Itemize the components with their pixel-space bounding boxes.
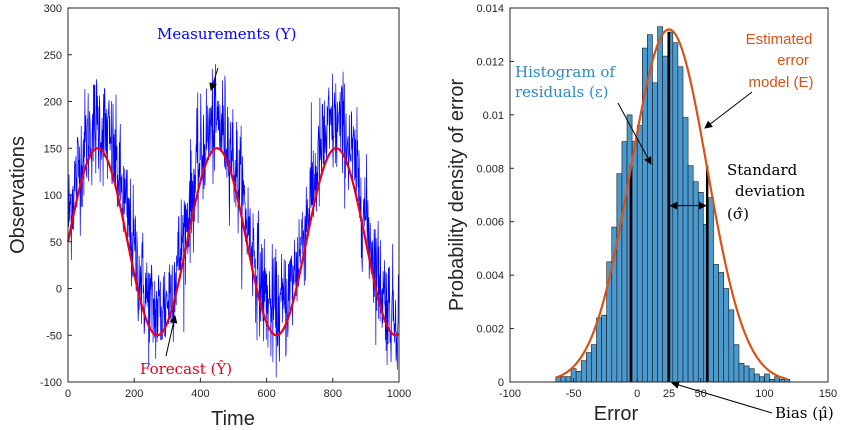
right-y-tick-label: 0 [498,377,504,389]
left-y-tick-label: 0 [56,284,62,296]
histogram-bar [759,376,765,383]
left-y-tick-label: 150 [44,143,62,155]
left-x-tick-label: 0 [65,388,71,400]
right-x-tick-label: 100 [755,388,773,400]
right-y-tick-label: 0.01 [483,110,504,122]
histogram-annotation-line2: residuals (ε) [515,83,609,101]
right-x-tick-label: 25 [663,388,675,400]
right-y-tick-label: 0.004 [476,270,504,282]
histogram-bar [687,165,694,383]
left-axes-box [67,7,400,383]
right-x-tick-label: 150 [819,388,837,400]
histogram-arrow [617,102,652,165]
bias-arrow [671,381,773,414]
histogram-bar [748,368,755,383]
left-x-tick-label: 800 [324,388,342,400]
right-y-tick-label: 0.014 [476,3,504,15]
histogram-bar [621,141,628,383]
model-annotation-line3: model (E) [748,74,813,91]
right-y-ticks: 0 0.002 0.004 0.006 0.008 0.01 0.012 0.014 [476,3,514,389]
left-y-tick-label: 250 [44,50,62,62]
left-y-label: Observations [7,136,29,254]
right-x-tick-label: 0 [634,388,640,400]
left-y-ticks: -100 -50 0 50 100 150 200 250 300 [40,3,72,389]
histogram-bar [601,314,607,383]
left-x-tick-label: 1000 [387,388,411,400]
histogram-bar [672,42,679,383]
histogram-bar [713,264,719,383]
time-series-panel: 0 200 400 600 800 1000 -100 -50 0 50 100 150 200 250… [7,3,411,430]
histogram-bar [580,360,587,383]
histogram-bar [733,344,740,383]
forecast-annotation: Forecast (Ŷ) [140,360,232,378]
sd-annotation-line3: (σ̂) [727,205,749,223]
left-y-tick-label: 50 [50,237,62,249]
histogram-bar [652,82,658,383]
histogram-bar [631,141,638,383]
left-y-tick-label: 300 [44,3,62,15]
left-x-label: Time [211,408,255,430]
right-axes-box [509,7,829,383]
right-y-tick-label: 0.012 [476,56,504,68]
sd-annotation-line1: Standard [727,161,798,179]
right-x-tick-label: -50 [566,388,582,400]
histogram-bar [728,309,735,383]
left-y-tick-label: -100 [40,377,62,389]
histogram-bar [586,352,592,383]
bias-annotation: Bias (μ̂) [775,404,834,422]
right-y-tick-label: 0.008 [476,163,504,175]
histogram-bar [743,365,750,383]
right-x-tick-label: 50 [695,388,707,400]
left-x-tick-label: 600 [257,388,275,400]
forecast-arrow [165,315,178,357]
histogram-bar [560,376,567,383]
model-annotation-line1: Estimated [746,31,813,48]
histogram-bar [616,173,623,383]
left-y-tick-label: 200 [44,97,62,109]
estimated-error-model-curve [555,28,788,381]
histogram-bar [738,362,745,383]
right-y-tick-label: 0.002 [476,324,504,336]
left-x-ticks: 0 200 400 600 800 1000 [65,378,411,400]
measurements-arrow [209,67,219,91]
histogram-bar [753,373,760,383]
histogram-bar [718,272,724,383]
histogram-bar [636,125,643,383]
left-y-tick-label: -50 [46,330,62,342]
histogram-bar [596,317,602,383]
histogram-bar [565,376,572,383]
histogram-bar [575,371,582,383]
measurements-annotation: Measurements (Y) [157,25,296,43]
histogram-bar [591,344,597,383]
histogram-bar [723,288,730,383]
right-x-tick-label: -100 [499,388,521,400]
right-x-ticks: -100 -50 0 25 50 100 150 [499,378,837,400]
histogram-bar [662,55,669,383]
statistic-lines [629,32,709,382]
error-histogram-panel: -100 -50 0 25 50 100 150 0 0.002 0.004 0.006 0.008… [446,3,837,425]
model-arrow [704,91,753,129]
histogram-bar [677,66,684,383]
right-y-label: Probability density of error [446,79,468,312]
left-x-tick-label: 200 [125,388,143,400]
histogram-bar [764,373,770,383]
right-y-tick-label: 0.006 [476,217,504,229]
error-model-curve [555,28,788,381]
sd-annotation-line2: deviation [735,182,806,200]
histogram-annotation-line1: Histogram of [515,63,616,81]
histogram-bar [697,192,704,383]
left-series [66,64,400,378]
histogram-bars [555,26,791,383]
forecast-line [66,147,400,337]
histogram-bar [692,181,699,383]
left-y-tick-label: 100 [44,190,62,202]
histogram-bar [682,117,689,383]
left-x-tick-label: 400 [191,388,209,400]
histogram-bar [708,197,714,383]
right-x-label: Error [594,403,639,425]
histogram-bar [647,34,653,383]
model-annotation-line2: error [777,52,809,69]
histogram-bar [657,26,663,383]
